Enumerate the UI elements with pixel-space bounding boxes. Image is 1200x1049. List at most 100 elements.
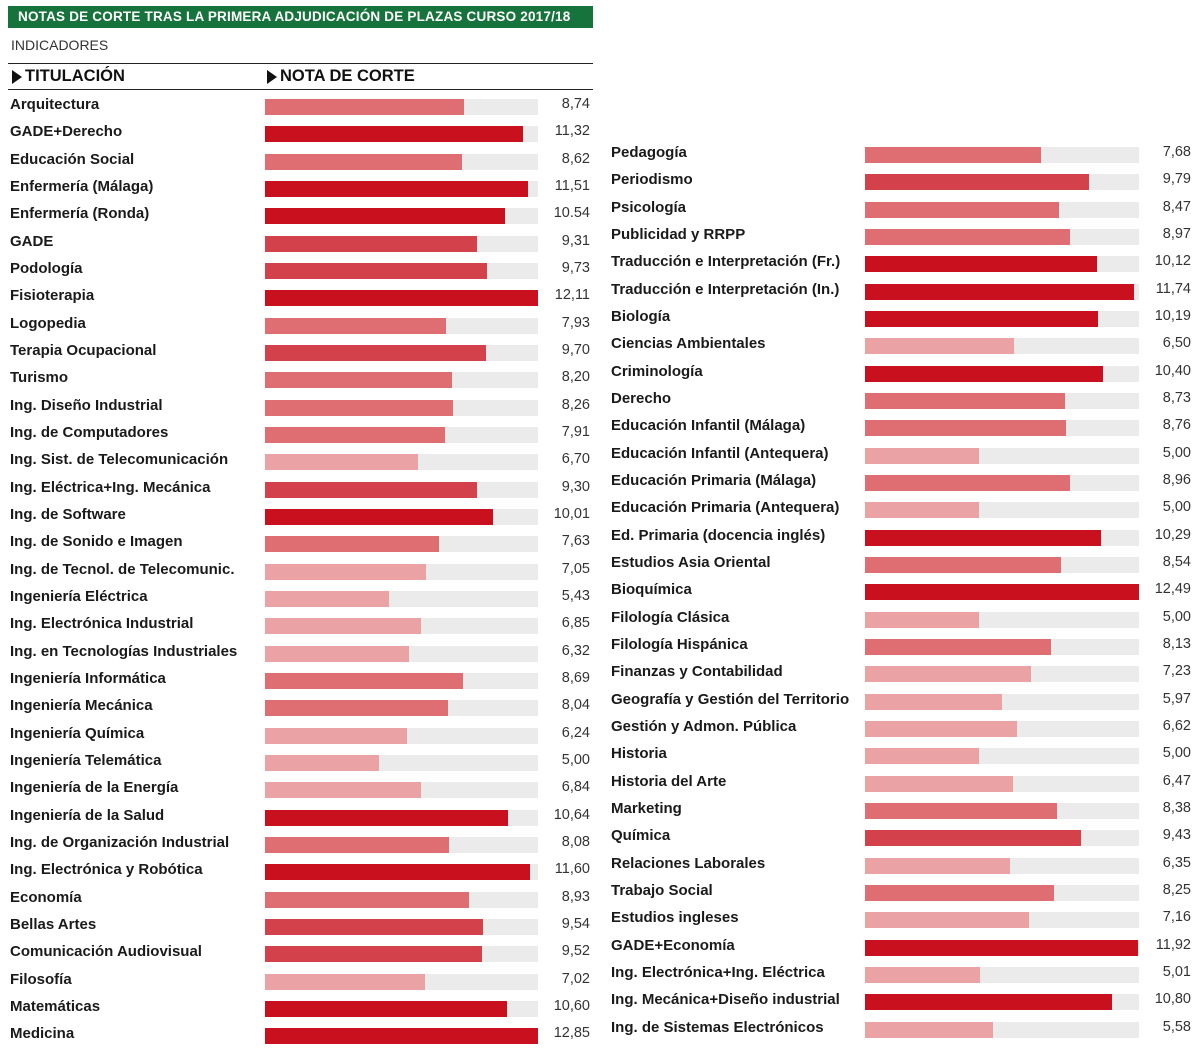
bar bbox=[265, 99, 465, 115]
data-label: 11,92 bbox=[1155, 936, 1191, 953]
bar bbox=[265, 672, 464, 689]
chart-row: Educación Primaria (Málaga) 8,96 bbox=[611, 469, 1191, 496]
bar-track bbox=[865, 857, 1139, 874]
bar bbox=[865, 392, 1065, 409]
bar bbox=[865, 994, 1113, 1011]
bar-track bbox=[865, 912, 1139, 929]
bar-track bbox=[265, 645, 538, 662]
bar-track bbox=[265, 563, 538, 580]
bar bbox=[265, 317, 446, 334]
bar bbox=[265, 973, 426, 990]
bar bbox=[265, 946, 483, 963]
bar-track bbox=[865, 966, 1139, 983]
chart-row: Publicidad y RRPP 8,97 bbox=[611, 223, 1191, 250]
data-label: 10,29 bbox=[1154, 526, 1191, 543]
bar-track bbox=[265, 426, 538, 443]
category-label: Ing. Electrónica y Robótica bbox=[10, 861, 203, 879]
data-label: 7,63 bbox=[561, 533, 590, 550]
category-label: Ing. de Software bbox=[10, 505, 126, 523]
bar bbox=[265, 481, 478, 498]
bar-track bbox=[865, 693, 1139, 710]
bar-track bbox=[865, 720, 1139, 737]
data-label: 6,47 bbox=[1162, 772, 1191, 789]
data-label: 8,73 bbox=[1162, 389, 1191, 406]
bar-track bbox=[865, 584, 1139, 601]
bar bbox=[865, 201, 1059, 218]
bar-track bbox=[265, 290, 538, 307]
category-label: Fisioterapia bbox=[10, 287, 95, 305]
bar bbox=[865, 256, 1097, 273]
bar bbox=[865, 884, 1054, 901]
bar-track bbox=[265, 508, 538, 525]
data-label: 5,43 bbox=[561, 587, 590, 604]
data-label: 8,13 bbox=[1162, 635, 1191, 652]
category-label: Gestión y Admon. Pública bbox=[611, 717, 797, 735]
bar bbox=[865, 447, 980, 464]
play-arrow-icon bbox=[267, 69, 277, 84]
data-label: 8,54 bbox=[1162, 553, 1191, 570]
data-label: 7,16 bbox=[1162, 909, 1191, 926]
data-label: 9,73 bbox=[561, 259, 590, 276]
chart-row: Filosofía 7,02 bbox=[10, 968, 590, 995]
category-label: Educación Primaria (Antequera) bbox=[611, 499, 840, 517]
chart-row: Ing. Diseño Industrial 8,26 bbox=[10, 394, 590, 421]
category-label: Ing. Sist. de Telecomunicación bbox=[10, 451, 229, 469]
data-label: 10,80 bbox=[1154, 991, 1191, 1008]
category-label: Estudios Asia Oriental bbox=[611, 553, 771, 571]
bar bbox=[865, 638, 1052, 655]
bar bbox=[265, 645, 410, 662]
data-label: 8,76 bbox=[1162, 417, 1191, 434]
data-label: 10,12 bbox=[1154, 253, 1191, 270]
bar-track bbox=[265, 809, 538, 826]
category-label: Educación Infantil (Antequera) bbox=[611, 444, 829, 462]
chart-row: Ing. de Organización Industrial 8,08 bbox=[10, 831, 590, 858]
category-label: Traducción e Interpretación (Fr.) bbox=[611, 253, 841, 271]
bar-track bbox=[865, 310, 1139, 327]
chart-row: Ing. Electrónica+Ing. Eléctrica 5,01 bbox=[611, 961, 1191, 988]
category-label: Criminología bbox=[611, 362, 703, 380]
data-label: 8,47 bbox=[1162, 198, 1191, 215]
bar-track bbox=[865, 201, 1139, 218]
chart-row: Ingeniería Eléctrica 5,43 bbox=[10, 585, 590, 612]
data-label: 8,25 bbox=[1162, 881, 1191, 898]
bar-track bbox=[865, 830, 1139, 847]
play-arrow-icon bbox=[12, 69, 22, 84]
category-label: Comunicación Audiovisual bbox=[10, 943, 202, 961]
bar bbox=[865, 1021, 993, 1038]
bar-track bbox=[265, 153, 538, 170]
bar bbox=[865, 720, 1017, 737]
bar bbox=[865, 666, 1031, 683]
category-label: Ingeniería de la Salud bbox=[10, 806, 165, 824]
bar bbox=[265, 590, 389, 607]
category-label: Historia del Arte bbox=[611, 772, 727, 790]
chart-row: Marketing 8,38 bbox=[611, 797, 1191, 824]
chart-row: Gestión y Admon. Pública 6,62 bbox=[611, 715, 1191, 742]
category-label: Química bbox=[611, 827, 671, 845]
data-label: 12,85 bbox=[553, 1025, 590, 1042]
chart-row: Finanzas y Contabilidad 7,23 bbox=[611, 660, 1191, 687]
chart-row: Ing. en Tecnologías Industriales 6,32 bbox=[10, 640, 590, 667]
category-label: Publicidad y RRPP bbox=[611, 225, 746, 243]
data-label: 7,93 bbox=[561, 314, 590, 331]
data-label: 5,97 bbox=[1162, 690, 1191, 707]
bar bbox=[865, 775, 1014, 792]
bar-track bbox=[265, 782, 538, 799]
data-label: 8,96 bbox=[1162, 471, 1191, 488]
chart-row: Medicina 12,85 bbox=[10, 1022, 590, 1049]
category-label: Arquitectura bbox=[10, 96, 100, 113]
bar bbox=[865, 748, 980, 765]
column-header-nota: NOTA DE CORTE bbox=[267, 67, 415, 86]
data-label: 6,24 bbox=[561, 724, 590, 741]
chart-row: Filología Hispánica 8,13 bbox=[611, 633, 1191, 660]
column-header-nota-label: NOTA DE CORTE bbox=[280, 67, 415, 85]
bar bbox=[865, 338, 1014, 355]
data-label: 5,00 bbox=[561, 751, 590, 768]
bar bbox=[265, 344, 487, 361]
data-label: 5,00 bbox=[1162, 444, 1191, 461]
category-label: Trabajo Social bbox=[611, 881, 713, 899]
chart-row: Traducción e Interpretación (Fr.) 10,12 bbox=[611, 250, 1191, 277]
data-label: 8,04 bbox=[561, 697, 590, 714]
category-label: Finanzas y Contabilidad bbox=[611, 663, 783, 681]
chart-row: Periodismo 9,79 bbox=[611, 168, 1191, 195]
chart-row: Ingeniería Mecánica 8,04 bbox=[10, 694, 590, 721]
